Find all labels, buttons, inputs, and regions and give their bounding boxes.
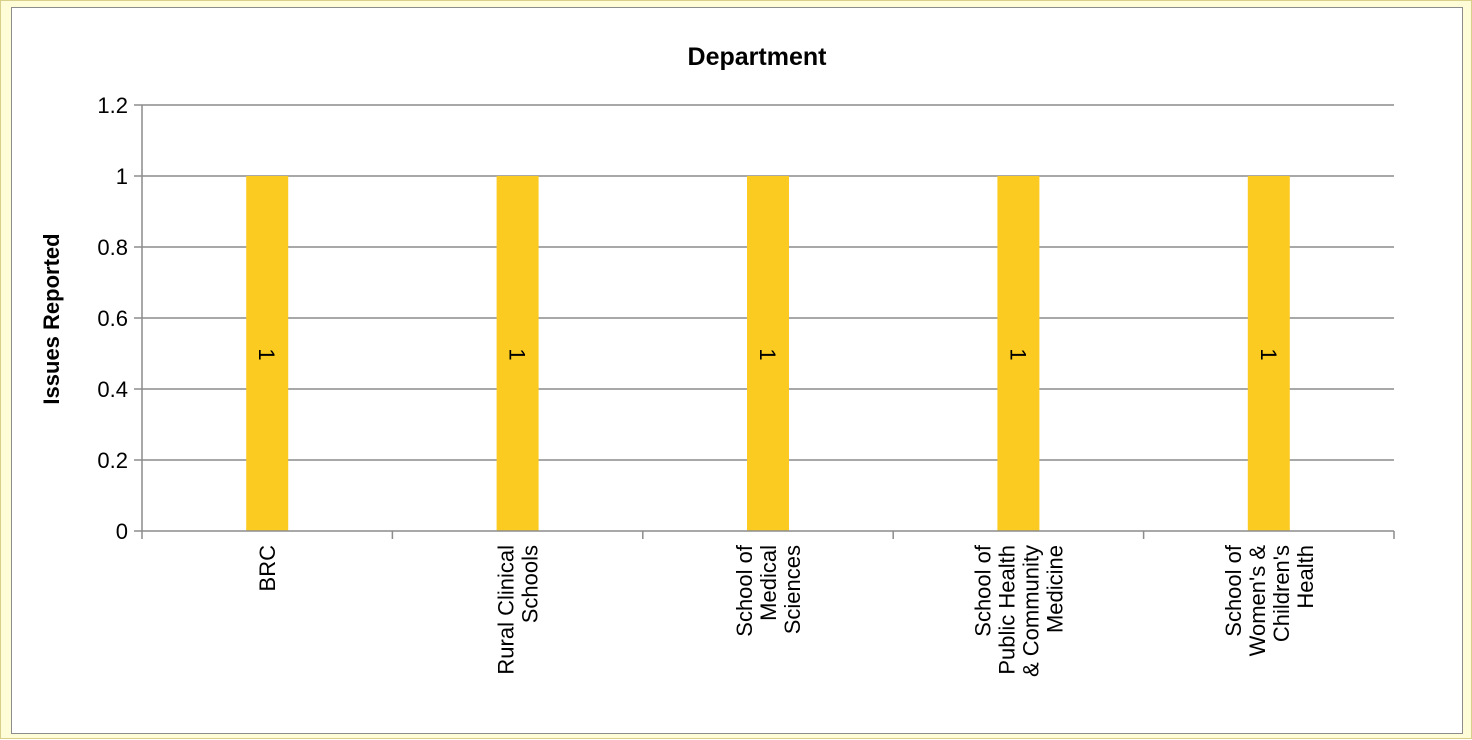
y-tick-label: 0.8 <box>97 235 128 260</box>
category-label-text: School ofWomen's &Children'sHealth <box>1221 544 1318 656</box>
category-label-line: Women's & <box>1245 545 1270 657</box>
bar <box>496 176 539 531</box>
data-label: 1 <box>1005 348 1030 360</box>
category-label-text: Rural ClinicalSchools <box>494 545 543 675</box>
category-label-line: & Community <box>1018 545 1043 677</box>
data-labels: 1 1 1 1 1 <box>254 348 1281 360</box>
category-labels: BRC Rural ClinicalSchools School ofMedical… <box>255 544 1318 677</box>
category-label-line: Sciences <box>780 545 805 634</box>
y-tick-label: 0 <box>116 519 128 544</box>
category-label-line: Health <box>1293 545 1318 609</box>
category-label-line: Medicine <box>1042 545 1067 633</box>
bar <box>747 176 789 531</box>
category-label-line: Medical <box>756 545 781 621</box>
category-label-line: School of <box>1221 544 1246 637</box>
category-label-line: Children's <box>1269 545 1294 642</box>
category-label-text: School ofPublic Health& CommunityMedicin… <box>970 544 1067 677</box>
y-tick-label: 0.2 <box>97 448 128 473</box>
category-label: School ofPublic Health& CommunityMedicin… <box>970 544 1067 677</box>
bars <box>246 176 1290 531</box>
category-label-text: School ofMedicalSciences <box>732 544 805 637</box>
data-label: 1 <box>505 348 530 360</box>
category-label: BRC <box>255 545 280 592</box>
bar <box>246 176 289 531</box>
category-label-line: BRC <box>255 545 280 592</box>
axes <box>134 104 1395 539</box>
data-label: 1 <box>755 348 780 360</box>
y-tick-label: 0.6 <box>97 306 128 331</box>
category-label: Rural ClinicalSchools <box>494 545 543 675</box>
category-label-line: Public Health <box>994 545 1019 675</box>
bar <box>1247 176 1290 531</box>
y-tick-label: 1 <box>116 164 128 189</box>
data-label: 1 <box>254 348 279 360</box>
category-label-line: School of <box>732 544 757 637</box>
category-label-line: Rural Clinical <box>494 545 519 675</box>
y-tick-labels: 0 0.2 0.4 0.6 0.8 1 1.2 <box>97 93 128 544</box>
y-tick-label: 1.2 <box>97 93 128 118</box>
chart-title: Department <box>688 43 828 71</box>
category-label: School ofMedicalSciences <box>732 544 805 637</box>
y-tick-label: 0.4 <box>97 377 128 402</box>
category-label-text: BRC <box>255 545 280 592</box>
bar <box>997 176 1040 531</box>
category-label-line: School of <box>970 544 995 637</box>
category-label-line: Schools <box>518 545 543 623</box>
data-label: 1 <box>1256 348 1281 360</box>
category-label: School ofWomen's &Children'sHealth <box>1221 544 1318 656</box>
y-axis-label: Issues Reported <box>39 233 64 404</box>
